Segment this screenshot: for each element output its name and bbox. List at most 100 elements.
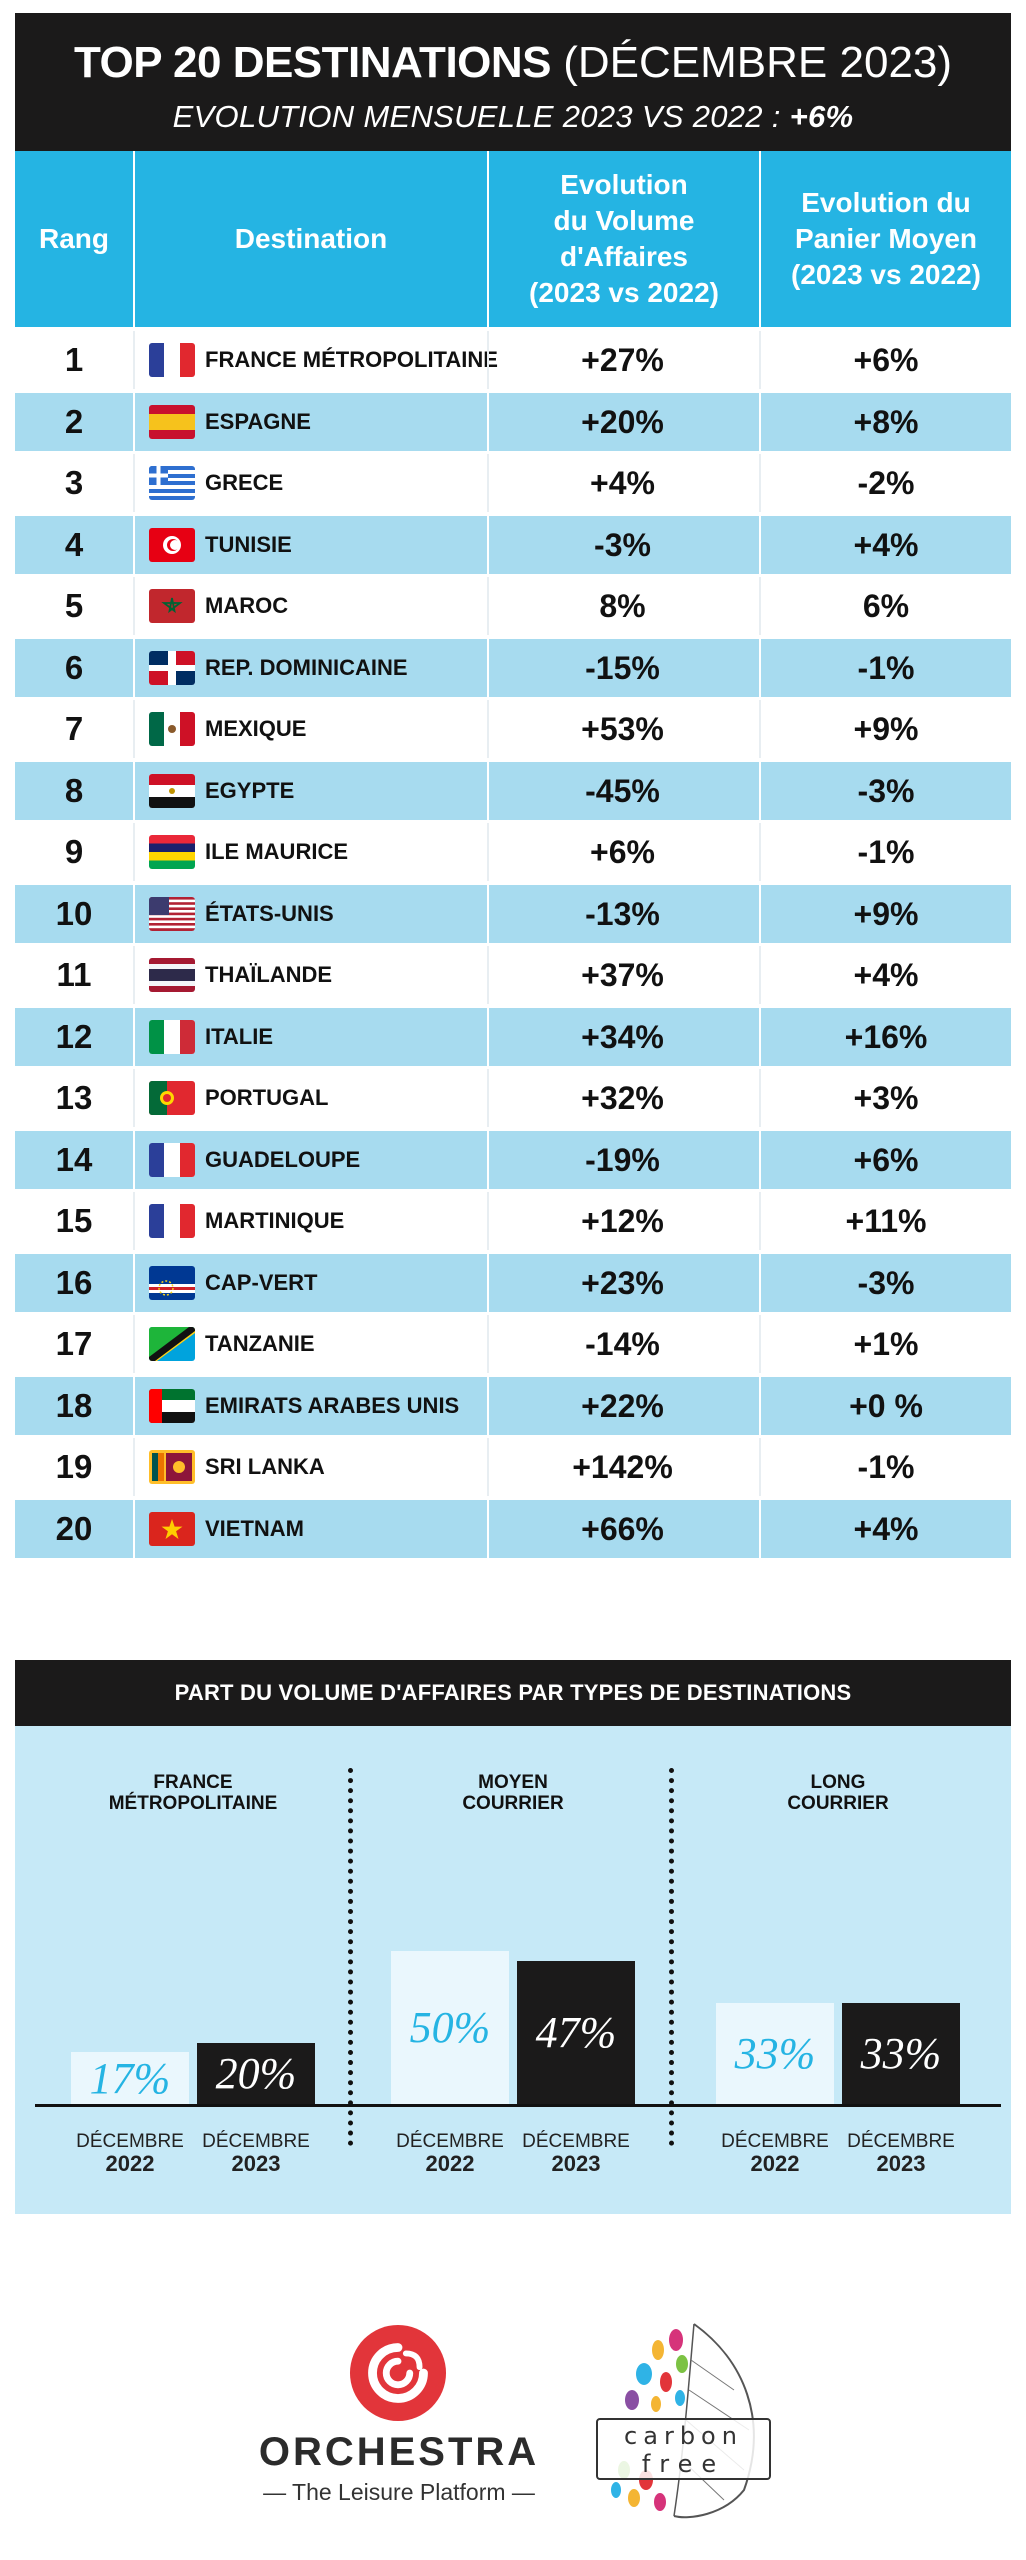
axis-label-month: DÉCEMBRE <box>202 2131 310 2152</box>
greece-flag-icon <box>149 466 195 500</box>
rank-cell: 19 <box>55 1448 93 1485</box>
bar-axis-label: DÉCEMBRE 2022 <box>700 2131 850 2175</box>
destination-cell: TUNISIE <box>139 516 484 574</box>
destination-name: MEXIQUE <box>205 716 307 741</box>
destination-cell: SRI LANKA <box>139 1438 484 1496</box>
destination-cell: REP. DOMINICAINE <box>139 639 484 697</box>
destination-cell: MAROC <box>139 577 484 635</box>
row-divider <box>133 1377 135 1435</box>
table-row: 7 MEXIQUE +53% +9% <box>15 700 1011 758</box>
row-divider <box>133 946 135 1004</box>
volume-cell: +20% <box>581 403 664 440</box>
volume-cell: +27% <box>581 341 664 378</box>
france-flag-icon <box>149 1204 195 1238</box>
row-divider <box>133 1500 135 1558</box>
destination-cell: GUADELOUPE <box>139 1131 484 1189</box>
row-divider <box>487 1069 489 1127</box>
row-divider <box>133 331 135 389</box>
destination-name: REP. DOMINICAINE <box>205 655 408 680</box>
row-divider <box>487 454 489 512</box>
rank-cell: 14 <box>55 1141 93 1178</box>
axis-label-year: 2022 <box>105 2151 155 2176</box>
bar-2023-group-2: 47% <box>517 1961 635 2104</box>
destination-cell: CAP-VERT <box>139 1254 484 1312</box>
vietnam-flag-icon <box>149 1512 195 1546</box>
title-rest: (DÉCEMBRE 2023) <box>563 38 953 87</box>
axis-label-year: 2022 <box>750 2151 800 2176</box>
volume-cell: -13% <box>585 895 660 932</box>
volume-cell: +6% <box>590 833 655 870</box>
rank-cell: 13 <box>55 1079 93 1116</box>
destination-cell: ESPAGNE <box>139 393 484 451</box>
destination-name: ÉTATS-UNIS <box>205 901 334 926</box>
row-divider <box>487 700 489 758</box>
row-divider <box>759 885 761 943</box>
table-row: 6 REP. DOMINICAINE -15% -1% <box>15 639 1011 697</box>
destination-name: ESPAGNE <box>205 409 311 434</box>
row-divider <box>487 639 489 697</box>
destination-name: MARTINIQUE <box>205 1208 345 1233</box>
header-panier: Evolution du Panier Moyen (2023 vs 2022) <box>791 187 981 290</box>
row-divider <box>133 1131 135 1189</box>
orchestra-logo-icon <box>349 2324 447 2422</box>
panier-cell: +9% <box>853 895 919 932</box>
destination-cell: GRECE <box>139 454 484 512</box>
row-divider <box>759 331 761 389</box>
row-divider <box>487 1500 489 1558</box>
bar-axis-label: DÉCEMBRE 2023 <box>181 2131 331 2175</box>
row-divider <box>133 639 135 697</box>
table-row: 1 FRANCE MÉTROPOLITAINE +27% +6% <box>15 331 1011 389</box>
bar-2023-group-3: 33% <box>842 2003 960 2104</box>
row-divider <box>487 1008 489 1066</box>
carbon-free-badge: carbon free <box>596 2418 771 2480</box>
rank-cell: 10 <box>55 895 93 932</box>
subtitle-text: EVOLUTION MENSUELLE 2023 VS 2022 : <box>172 99 790 134</box>
table-row: 16 CAP-VERT +23% -3% <box>15 1254 1011 1312</box>
row-divider <box>759 946 761 1004</box>
header-volume: Evolution du Volume d'Affaires (2023 vs … <box>529 169 719 308</box>
row-divider <box>133 1192 135 1250</box>
panier-cell: -2% <box>857 464 915 501</box>
volume-cell: -19% <box>585 1141 660 1178</box>
row-divider <box>487 1131 489 1189</box>
bar-2023-group-1: 20% <box>197 2043 315 2104</box>
header-divider <box>487 151 489 327</box>
volume-cell: 8% <box>599 587 646 624</box>
panier-cell: +3% <box>853 1079 919 1116</box>
volume-cell: +12% <box>581 1202 664 1239</box>
bar-axis-label: DÉCEMBRE 2022 <box>55 2131 205 2175</box>
row-divider <box>487 331 489 389</box>
axis-label-year: 2023 <box>876 2151 926 2176</box>
destination-name: TANZANIE <box>205 1331 315 1356</box>
header-rank: Rang <box>39 223 109 254</box>
rank-cell: 4 <box>64 526 84 563</box>
egypt-flag-icon <box>149 774 195 808</box>
table-row: 18 EMIRATS ARABES UNIS +22% +0 % <box>15 1377 1011 1435</box>
row-divider <box>487 946 489 1004</box>
rank-cell: 2 <box>64 403 84 440</box>
row-divider <box>133 700 135 758</box>
row-divider <box>133 823 135 881</box>
row-divider <box>487 393 489 451</box>
row-divider <box>133 762 135 820</box>
panier-cell: +9% <box>853 710 919 747</box>
table-row: 2 ESPAGNE +20% +8% <box>15 393 1011 451</box>
rank-cell: 18 <box>55 1387 93 1424</box>
row-divider <box>133 1315 135 1373</box>
france-flag-icon <box>149 1143 195 1177</box>
bar-axis-label: DÉCEMBRE 2022 <box>375 2131 525 2175</box>
row-divider <box>487 516 489 574</box>
group-divider <box>348 1768 353 2146</box>
table-row: 10 ÉTATS-UNIS -13% +9% <box>15 885 1011 943</box>
bar-chart: FRANCE MÉTROPOLITAINE 17% DÉCEMBRE 2022 20% D… <box>15 1726 1011 2214</box>
thailand-flag-icon <box>149 958 195 992</box>
row-divider <box>487 1438 489 1496</box>
group-title: FRANCE MÉTROPOLITAINE <box>108 1772 278 1814</box>
destination-cell: THAÏLANDE <box>139 946 484 1004</box>
chart-title: PART DU VOLUME D'AFFAIRES PAR TYPES DE D… <box>15 1660 1011 1726</box>
panier-cell: -1% <box>857 1448 915 1485</box>
row-divider <box>759 1008 761 1066</box>
panier-cell: +4% <box>853 1510 919 1547</box>
row-divider <box>759 1315 761 1373</box>
axis-label-month: DÉCEMBRE <box>76 2131 184 2152</box>
